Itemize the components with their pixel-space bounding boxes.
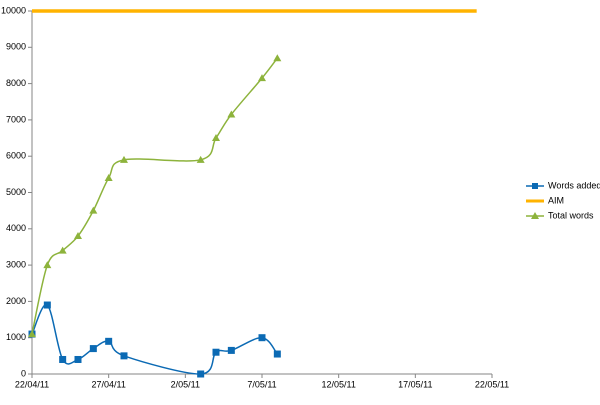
- marker: [28, 330, 36, 338]
- series-line: [31, 57, 278, 335]
- marker: [43, 261, 52, 269]
- y-tick-label: 8000: [6, 78, 26, 88]
- marker: [104, 173, 113, 181]
- x-tick-label: 7/05/11: [247, 379, 276, 389]
- marker: [197, 370, 205, 378]
- marker: [227, 346, 235, 354]
- y-tick-label: 1000: [6, 332, 26, 342]
- x-tick-label: 22/04/11: [15, 379, 49, 389]
- marker: [59, 355, 67, 363]
- marker: [273, 350, 281, 358]
- marker: [258, 74, 266, 82]
- marker: [196, 155, 205, 163]
- y-tick-label: 5000: [6, 187, 26, 197]
- marker: [58, 246, 67, 254]
- legend-marker: [532, 183, 538, 189]
- y-tick-label: 4000: [6, 223, 26, 233]
- marker: [89, 345, 97, 353]
- legend-label: AIM: [548, 195, 564, 205]
- legend-label: Words added: [548, 180, 600, 190]
- marker: [212, 134, 220, 142]
- marker: [74, 355, 82, 363]
- marker: [258, 334, 266, 342]
- y-tick-label: 3000: [6, 259, 26, 269]
- y-tick-label: 0: [21, 368, 26, 378]
- marker: [105, 337, 113, 345]
- legend-marker: [531, 212, 539, 219]
- marker: [43, 301, 51, 309]
- x-tick-label: 27/04/11: [91, 379, 125, 389]
- marker: [273, 54, 282, 62]
- y-tick-label: 6000: [6, 151, 26, 161]
- marker: [227, 110, 236, 118]
- x-tick-label: 22/05/11: [475, 379, 509, 389]
- x-tick-label: 12/05/11: [321, 379, 355, 389]
- y-tick-label: 7000: [6, 114, 26, 124]
- y-tick-label: 9000: [6, 42, 26, 52]
- x-tick-label: 17/05/11: [398, 379, 432, 389]
- marker: [89, 206, 98, 214]
- marker: [212, 348, 220, 356]
- marker: [120, 155, 128, 163]
- series-line: [31, 304, 278, 375]
- y-tick-label: 10000: [1, 5, 26, 15]
- marker: [120, 352, 128, 360]
- x-tick-label: 2/05/11: [171, 379, 200, 389]
- marker: [74, 232, 82, 240]
- y-tick-label: 2000: [6, 296, 26, 306]
- legend-label: Total words: [548, 210, 594, 220]
